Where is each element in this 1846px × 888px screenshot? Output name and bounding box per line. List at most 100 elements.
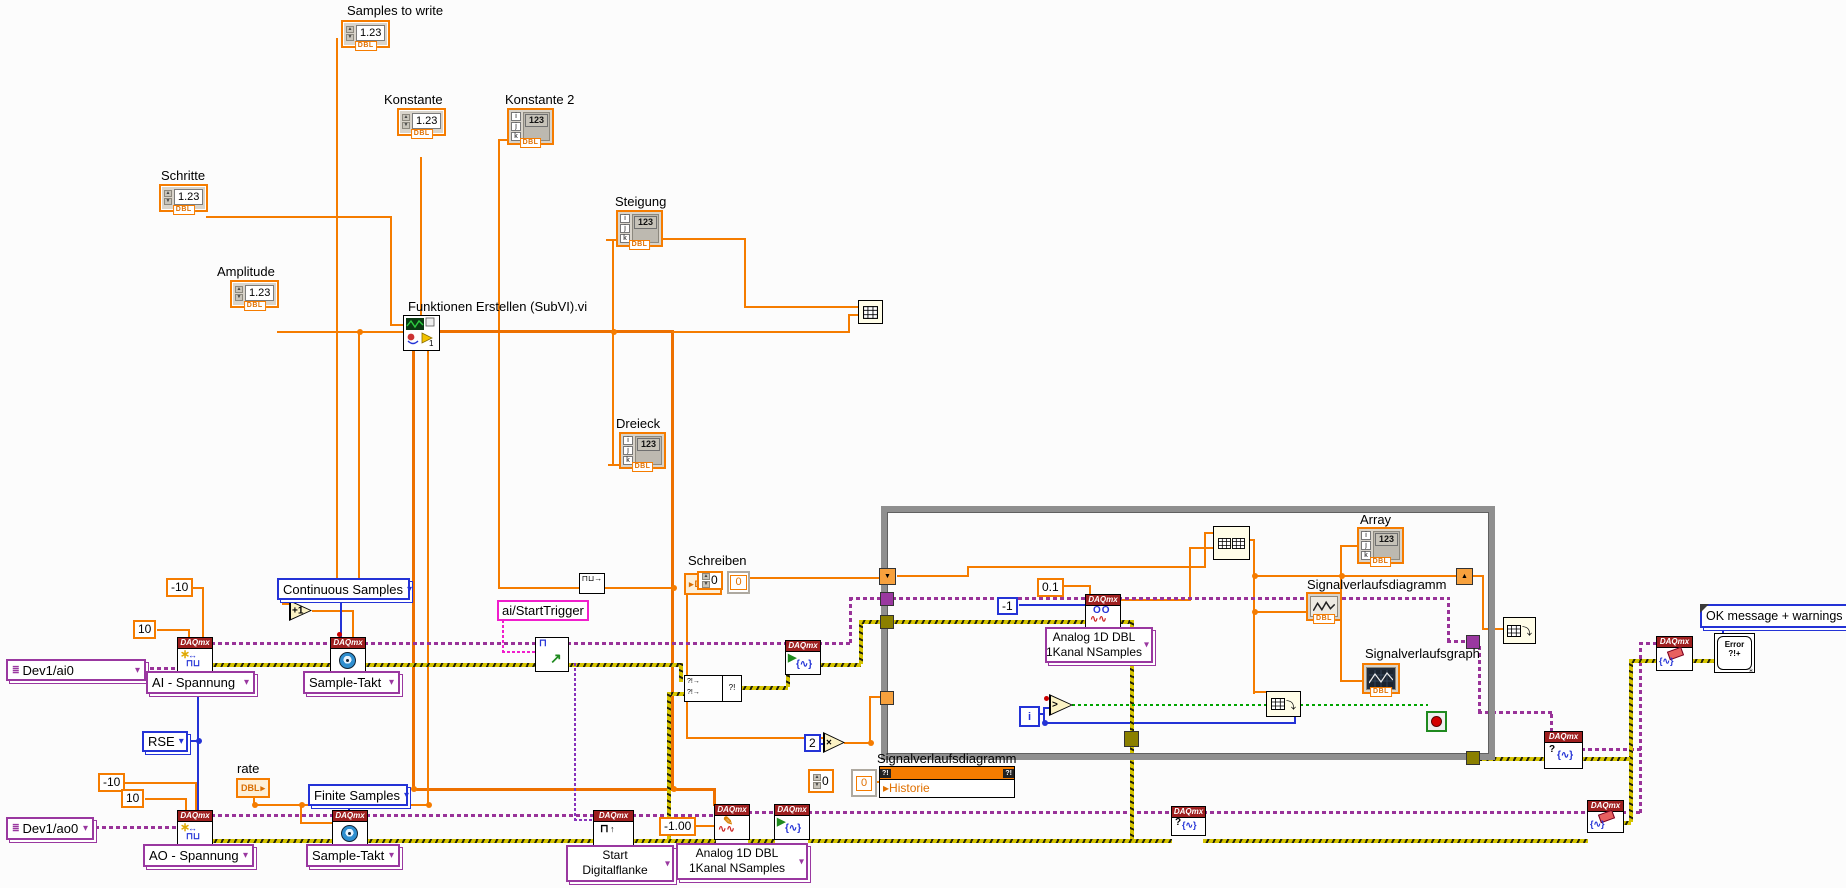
chevron-down-icon[interactable]: ▾	[1143, 639, 1149, 651]
tunnel-error-bottom-out[interactable]	[1124, 731, 1139, 747]
dev1-ao0-combo[interactable]: ≣ Dev1/ao0 ▾	[6, 817, 94, 840]
ai-min-constant[interactable]: 10	[133, 620, 157, 639]
timeout-constant[interactable]: 0.1	[1037, 578, 1064, 597]
daqmx-clear-task-ai-node[interactable]: DAQmx {∿}	[1656, 636, 1693, 671]
continuous-samples-enum[interactable]: Continuous Samples ▾	[277, 578, 412, 600]
tunnel-error-right-out[interactable]	[1466, 751, 1480, 765]
zero-constant-history[interactable]: ▲ ▼ 0	[808, 769, 834, 793]
chevron-down-icon[interactable]: ▾	[1843, 611, 1846, 622]
wire-segment	[1478, 711, 1552, 714]
chevron-down-icon[interactable]: ▾	[243, 677, 249, 688]
minus-one-constant[interactable]: -1	[997, 597, 1018, 615]
merge-errors-node[interactable]: ?!→ ?!→ ?!	[684, 675, 742, 702]
shift-register-left[interactable]: ▼	[879, 568, 896, 585]
wire-segment	[211, 642, 331, 645]
chevron-down-icon[interactable]: ▾	[388, 850, 394, 861]
chevron-down-icon[interactable]: ▾	[242, 850, 248, 861]
tunnel-task-in[interactable]	[880, 592, 894, 606]
analog-1d-dbl-write-dropdown[interactable]: Analog 1D DBL 1Kanal NSamples ▾	[676, 843, 808, 880]
while-loop[interactable]	[881, 506, 1495, 760]
analog-1d-dbl-read-dropdown[interactable]: Analog 1D DBL 1Kanal NSamples ▾	[1045, 627, 1153, 663]
ok-message-warnings-enum[interactable]: OK message + warnings ▾	[1700, 604, 1846, 628]
ao-min-constant[interactable]: 10	[121, 789, 145, 808]
daqmx-clear-task-ao-node[interactable]: DAQmx {∿}	[1587, 800, 1624, 833]
konstante-control[interactable]: ▲ ▼ 1.23 DBL	[397, 108, 447, 139]
daqmx-create-channel-ao-node[interactable]: DAQmx ∗ ↔ ⊓⊔	[177, 810, 213, 846]
daqmx-start-task-ao-node[interactable]: DAQmx ▶ {∿}	[774, 804, 810, 840]
spinner[interactable]: ▲ ▼	[702, 573, 710, 588]
ai-max-constant[interactable]: -10	[166, 578, 194, 597]
chevron-down-icon[interactable]: ▾	[406, 583, 412, 595]
chevron-down-icon[interactable]: ▾	[178, 736, 184, 747]
matrix-node[interactable]	[858, 300, 883, 324]
dev1-ai0-combo[interactable]: ≣ Dev1/ai0 ▾	[6, 659, 146, 681]
wire-segment	[1043, 722, 1296, 724]
ai-starttrigger-string[interactable]: ai/StartTrigger	[497, 600, 589, 621]
daqmx-timing-ai-node[interactable]: DAQmx	[330, 637, 366, 674]
finite-samples-enum[interactable]: Finite Samples ▾	[308, 784, 410, 806]
spinner[interactable]: ▲ ▼	[235, 285, 243, 301]
rse-enum[interactable]: RSE ▾	[142, 731, 188, 752]
daqmx-timing-ao-node[interactable]: DAQmx	[332, 810, 368, 846]
simple-error-handler-node[interactable]: Error ?!+ ⁎	[1714, 633, 1755, 674]
waveform-graph-indicator[interactable]: DBL	[1362, 663, 1400, 697]
zero-constant-top[interactable]: ▲ ▼ 0	[697, 571, 723, 590]
daqmx-stop-task-node[interactable]: DAQmx ? {∿}	[1544, 731, 1583, 769]
spinner[interactable]: ▲ ▼	[813, 773, 821, 789]
wire-segment	[122, 782, 196, 784]
sample-takt-ai-dropdown[interactable]: Sample-Takt ▾	[303, 671, 400, 694]
daqmx-trigger-ao-node[interactable]: DAQmx ⊓ ↑	[593, 810, 634, 846]
ao-spannung-dropdown[interactable]: AO - Spannung ▾	[143, 844, 254, 867]
signal-small-node[interactable]: ⊓⊔→	[579, 573, 605, 594]
wire-segment	[667, 692, 671, 839]
rate-local-variable[interactable]: DBL ▸	[236, 778, 271, 798]
wire-segment	[498, 139, 509, 141]
loop-condition-terminal[interactable]	[1426, 711, 1447, 732]
daqmx-read-node[interactable]: DAQmx OO ∿∿	[1085, 594, 1121, 629]
minus-one-write-constant[interactable]: -1.00	[659, 817, 697, 836]
reshape-array-node[interactable]	[1213, 526, 1250, 560]
wire-segment	[1203, 839, 1588, 843]
chevron-down-icon[interactable]: ▾	[664, 858, 670, 869]
spinner[interactable]: ▲ ▼	[164, 189, 172, 205]
greater-than-node[interactable]: >	[1049, 694, 1073, 716]
tunnel-task-out[interactable]	[1466, 635, 1480, 649]
historie-property-node[interactable]: ?!?! ▸Historie	[879, 766, 1015, 798]
amplitude-control[interactable]: ▲ ▼ 1.23 DBL	[230, 280, 280, 311]
spinner[interactable]: ▲ ▼	[346, 25, 354, 41]
ao-max-constant[interactable]: -10	[98, 773, 126, 792]
samples-to-write-control[interactable]: ▲ ▼ 1.23 DBL	[341, 20, 391, 51]
chevron-down-icon[interactable]: ▾	[403, 789, 410, 801]
daqmx-create-channel-ai-node[interactable]: DAQmx ∗ ↔ ⊓⊔	[177, 637, 213, 674]
chevron-down-icon[interactable]: ▾	[134, 664, 140, 676]
daqmx-write-node[interactable]: DAQmx ✎ ∿∿	[714, 804, 750, 840]
schritte-control[interactable]: ▲ ▼ 1.23 DBL	[159, 184, 209, 215]
table-node[interactable]: ⤵	[1266, 691, 1301, 717]
waveform-chart-indicator[interactable]: DBL	[1306, 592, 1342, 624]
ai-spannung-dropdown[interactable]: AI - Spannung ▾	[146, 671, 255, 694]
chevron-down-icon[interactable]: ▾	[82, 823, 88, 834]
start-digitalflanke-dropdown[interactable]: Start Digitalflanke ▾	[566, 845, 674, 882]
tunnel-error-in[interactable]	[880, 615, 894, 629]
shift-register-right[interactable]: ▲	[1456, 568, 1473, 585]
subvi-funktionen-erstellen[interactable]: 1	[403, 315, 440, 351]
zero-boxed-history[interactable]: 0	[851, 769, 877, 797]
iteration-terminal[interactable]: i	[1019, 706, 1040, 727]
export-signal-node[interactable]: ⊓ ↗	[535, 637, 569, 672]
daqmx-is-task-done-node[interactable]: DAQmx ? {∿}	[1171, 806, 1206, 836]
chevron-down-icon[interactable]: ▾	[798, 856, 804, 867]
multiply-node[interactable]: ×	[823, 732, 845, 753]
spinner[interactable]: ▲ ▼	[402, 113, 410, 129]
two-constant[interactable]: 2	[804, 734, 821, 752]
matrix-stack-node[interactable]: ⤵	[1503, 617, 1536, 644]
tunnel-limit-in[interactable]	[880, 691, 894, 705]
increment-node[interactable]: +1	[289, 600, 312, 621]
zero-boxed-top[interactable]: 0	[727, 571, 750, 594]
sample-takt-ao-dropdown[interactable]: Sample-Takt ▾	[306, 844, 400, 867]
daqmx-start-task-ai-node[interactable]: DAQmx ▶ {∿}	[785, 640, 821, 675]
chevron-down-icon[interactable]: ▾	[388, 677, 394, 688]
